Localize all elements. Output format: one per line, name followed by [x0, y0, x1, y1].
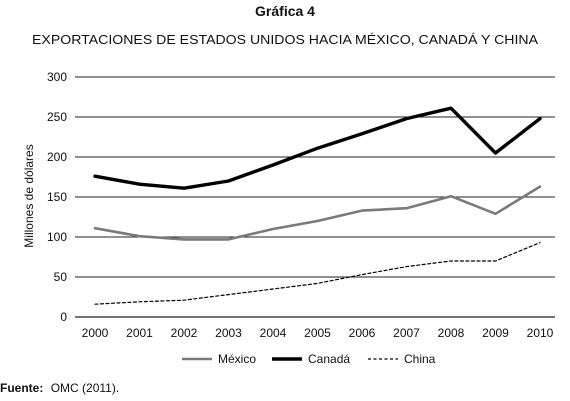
x-axis-ticks: 2000 2001 2002 2003 2004 2005 2006 2007 2008 2009… — [82, 326, 554, 340]
x-tick-label: 2006 — [349, 326, 376, 340]
y-tick-label: 0 — [60, 310, 67, 324]
x-tick-label: 2008 — [438, 326, 465, 340]
legend-item-canada: Canadá — [272, 352, 350, 366]
y-tick-label: 100 — [47, 230, 67, 244]
legend: México Canadá China — [182, 352, 436, 366]
legend-item-china: China — [368, 352, 436, 366]
y-tick-label: 50 — [54, 270, 68, 284]
source-label: Fuente: — [0, 381, 43, 395]
x-tick-label: 2002 — [171, 326, 198, 340]
legend-label-china: China — [404, 352, 436, 366]
x-tick-label: 2005 — [304, 326, 331, 340]
y-axis-ticks: 0 50 100 150 200 250 300 — [47, 70, 67, 324]
legend-label-mexico: México — [218, 352, 256, 366]
series-line-canada — [93, 106, 542, 190]
series-line-mexico — [93, 185, 542, 241]
source-text: OMC (2011). — [51, 381, 119, 395]
chart-title: EXPORTACIONES DE ESTADOS UNIDOS HACIA MÉ… — [32, 32, 538, 47]
x-tick-label: 2009 — [482, 326, 509, 340]
x-tick-label: 2000 — [82, 326, 109, 340]
y-axis-label: Millones de dólares — [22, 144, 36, 247]
y-tick-label: 200 — [47, 150, 67, 164]
series-line-china — [94, 242, 541, 305]
legend-item-mexico: México — [182, 352, 256, 366]
figure-label: Gráfica 4 — [255, 3, 315, 19]
y-tick-label: 150 — [47, 190, 67, 204]
x-tick-label: 2010 — [527, 326, 554, 340]
grid — [75, 76, 555, 318]
legend-label-canada: Canadá — [308, 352, 350, 366]
source-note: Fuente: OMC (2011). — [0, 381, 119, 395]
series-layer — [93, 106, 542, 305]
y-tick-label: 250 — [47, 110, 67, 124]
x-tick-label: 2001 — [126, 326, 153, 340]
y-tick-label: 300 — [47, 70, 67, 84]
x-tick-label: 2004 — [260, 326, 287, 340]
x-tick-label: 2003 — [215, 326, 242, 340]
x-tick-label: 2007 — [393, 326, 420, 340]
